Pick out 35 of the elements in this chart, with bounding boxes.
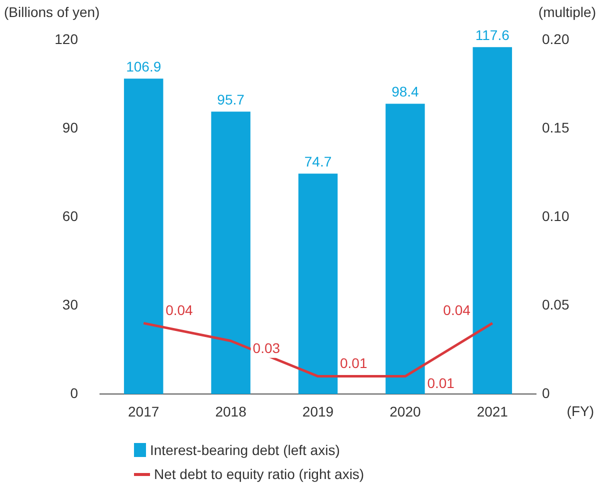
y-tick-label: 60 [62,208,78,224]
data-label: 0.04 [166,302,194,318]
y2-tick-label: 0 [542,384,550,401]
x-tick-label: 2019 [302,403,334,420]
data-label: 95.7 [217,92,245,108]
data-label: 0.01 [340,355,368,372]
y-tick-label: 120 [54,30,78,47]
y-tick-label: 30 [62,296,78,312]
data-label: 117.6 [475,26,510,43]
y2-tick-label: 0.15 [542,119,570,136]
bar [386,104,425,394]
y-axis-title: (Billions of yen) [4,4,100,20]
data-label: 0.03 [252,340,280,356]
y-tick-label: 90 [62,119,78,136]
data-label: 0.04 [443,302,471,318]
bar [124,78,164,394]
bar [472,47,512,394]
x-tick-label: 2017 [128,403,160,420]
y-tick-label: 0 [70,384,78,401]
legend-label: Net debt to equity ratio (right axis) [154,466,364,482]
bar [211,112,250,394]
legend-label: Interest-bearing debt (left axis) [150,442,340,458]
data-label: 74.7 [304,153,332,170]
data-label: 106.9 [126,58,162,75]
x-tick-label: 2020 [390,403,421,420]
data-label: 0.01 [427,375,455,392]
x-tick-label: 2018 [215,403,247,420]
bar [298,174,338,394]
y2-tick-label: 0.20 [542,30,570,47]
data-label: 98.4 [392,84,420,100]
x-tick-label: 2021 [476,403,508,420]
y2-axis-title: (multiple) [538,4,596,20]
x-axis-title: (FY) [566,402,594,419]
y2-tick-label: 0.10 [542,208,570,224]
y2-tick-label: 0.05 [542,296,570,312]
